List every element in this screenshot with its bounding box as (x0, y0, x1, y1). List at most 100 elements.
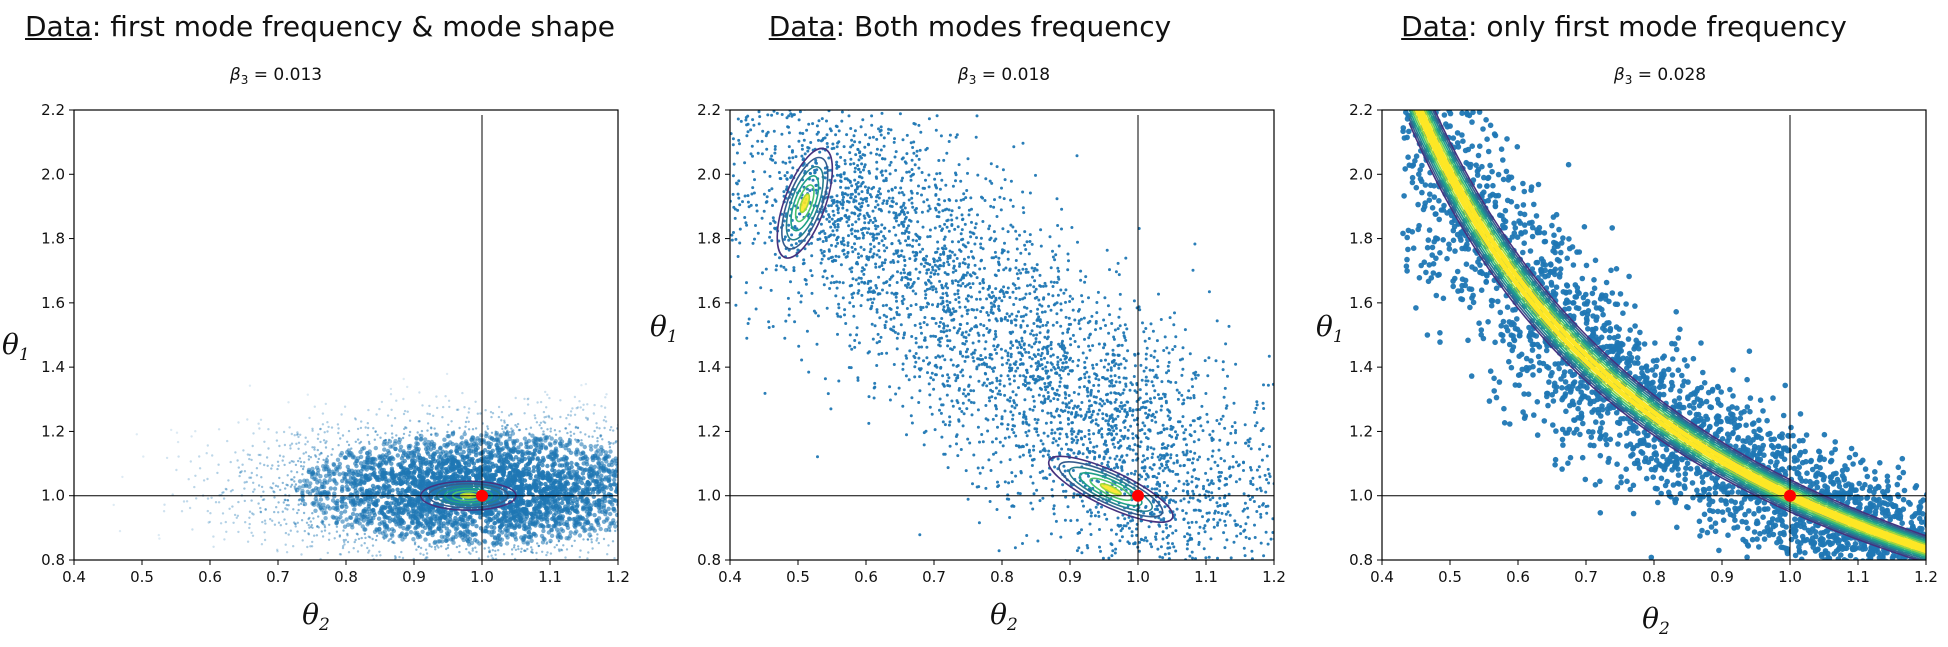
sample-point (249, 476, 253, 479)
sample-point (633, 525, 635, 527)
sample-point (302, 465, 305, 468)
sample-point (546, 393, 549, 396)
sample-point (1118, 410, 1122, 413)
sample-point (549, 436, 554, 441)
sample-point (364, 536, 367, 540)
sample-point (621, 534, 623, 536)
sample-point (299, 460, 303, 464)
sample-point (514, 508, 519, 514)
sample-point (424, 512, 430, 517)
sample-point (543, 421, 547, 424)
sample-point (451, 475, 456, 480)
sample-point (328, 523, 331, 526)
sample-point (602, 484, 607, 489)
sample-point (640, 538, 642, 540)
sample-point (409, 450, 415, 455)
sample-point (289, 447, 292, 450)
sample-point (591, 468, 596, 473)
sample-point (454, 531, 459, 536)
sample-point (500, 467, 506, 472)
sample-point (636, 505, 640, 509)
sample-point (300, 553, 303, 556)
sample-point (596, 533, 599, 536)
sample-point (586, 403, 589, 406)
sample-point (339, 503, 345, 509)
sample-point (321, 412, 325, 415)
sample-point (590, 538, 593, 541)
sample-point (1142, 511, 1146, 515)
sample-point (250, 471, 253, 475)
sample-point (311, 512, 314, 515)
sample-point (612, 481, 617, 487)
sample-point (358, 512, 363, 517)
sample-point (281, 459, 284, 462)
sample-point (236, 459, 239, 462)
sample-point (535, 468, 541, 473)
sample-point (347, 472, 352, 477)
sample-point (463, 406, 466, 409)
sample-point (536, 442, 541, 448)
sample-point (827, 156, 831, 160)
sample-point (546, 454, 551, 459)
sample-point (606, 468, 612, 473)
sample-point (1039, 439, 1043, 443)
sample-point (408, 530, 414, 535)
sample-point (382, 505, 388, 511)
sample-point (281, 481, 284, 485)
sample-point (755, 209, 759, 213)
sample-point (503, 421, 506, 424)
sample-point (610, 426, 613, 429)
sample-point (295, 487, 300, 493)
sample-point (389, 455, 395, 460)
sample-point (586, 417, 589, 420)
sample-point (1023, 305, 1026, 309)
sample-point (643, 482, 647, 486)
sample-point (376, 516, 382, 521)
sample-point (634, 470, 638, 474)
sample-point (1249, 468, 1253, 472)
sample-point (259, 506, 262, 510)
sample-point (1091, 344, 1095, 348)
sample-point (516, 576, 518, 578)
sample-point (622, 474, 626, 478)
sample-point (314, 581, 316, 583)
sample-point (541, 512, 546, 517)
sample-point (335, 525, 339, 528)
sample-point (365, 451, 370, 456)
sample-point (643, 444, 645, 446)
sample-point (171, 493, 174, 496)
sample-point (436, 406, 439, 410)
beta-symbol: β (229, 65, 241, 85)
sample-point (626, 511, 630, 515)
sample-point (522, 574, 524, 576)
y-tick-label: 1.2 (41, 422, 65, 440)
sample-point (341, 545, 345, 548)
sample-point (422, 553, 425, 556)
sample-point (584, 416, 588, 419)
sample-point (1219, 417, 1223, 421)
sample-point (390, 478, 395, 483)
sample-point (440, 466, 445, 471)
sample-point (194, 430, 197, 433)
sample-point (328, 486, 333, 491)
sample-point (631, 503, 635, 507)
sample-point (1032, 492, 1036, 496)
sample-point (275, 431, 278, 434)
sample-point (371, 554, 374, 557)
sample-point (367, 440, 371, 444)
sample-point (1052, 574, 1055, 577)
sample-point (535, 496, 540, 501)
sample-point (259, 510, 262, 513)
sample-point (556, 469, 561, 474)
sample-point (578, 515, 583, 520)
sample-point (633, 493, 637, 497)
sample-point (1041, 442, 1045, 446)
beta-symbol: β (957, 65, 969, 85)
sample-point (376, 433, 379, 437)
sample-point (459, 517, 464, 522)
sample-point (594, 503, 599, 508)
sample-point (523, 466, 528, 471)
sample-point (354, 538, 357, 542)
sample-point (1029, 501, 1033, 505)
sample-point (573, 413, 577, 416)
